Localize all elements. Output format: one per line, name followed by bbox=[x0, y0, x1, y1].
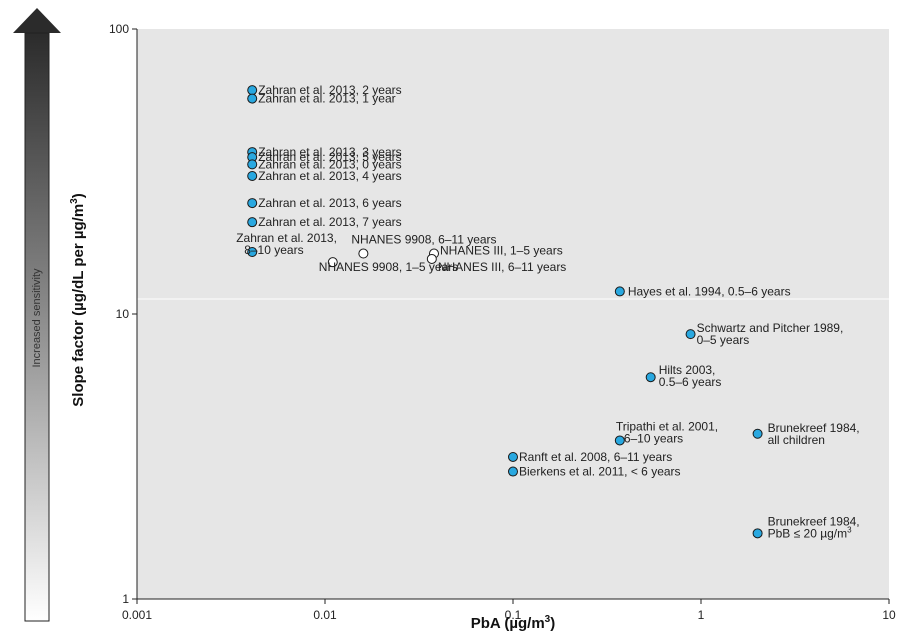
y-tick-label: 1 bbox=[122, 592, 129, 606]
y-tick-label: 100 bbox=[109, 22, 129, 36]
data-point-label-line: Zahran et al. 2013, 4 years bbox=[258, 169, 401, 183]
data-point bbox=[247, 85, 258, 96]
x-tick-label: 0.1 bbox=[505, 608, 522, 622]
data-point-label: Schwartz and Pitcher 1989, 0–5 years bbox=[697, 321, 844, 347]
sensitivity-arrow: Increased sensitivity bbox=[13, 8, 61, 622]
x-axis-title-end: ) bbox=[550, 615, 555, 632]
axis-ticks: 0.001 0.01 0.1 1 10 1 10 100 bbox=[109, 22, 896, 622]
data-point-label-line: Zahran et al. 2013, bbox=[236, 231, 337, 245]
data-point bbox=[247, 93, 258, 104]
data-point-label-line: all children bbox=[768, 433, 825, 447]
data-point bbox=[508, 451, 518, 462]
data-point-label-line: 6–10 years bbox=[624, 431, 683, 445]
data-point-label: NHANES III, 6–11 years bbox=[438, 260, 566, 274]
data-point-label: Bierkens et al. 2011, < 6 years bbox=[519, 465, 681, 479]
data-point-label-line: Hayes et al. 1994, 0.5–6 years bbox=[628, 284, 791, 298]
data-point-label: Zahran et al. 2013, 1 year bbox=[258, 92, 395, 106]
y-axis-title-end: ) bbox=[70, 193, 87, 198]
x-tick-label: 1 bbox=[698, 608, 705, 622]
data-point-label-line: 0.5–6 years bbox=[659, 375, 722, 389]
data-point-label-line: Bierkens et al. 2011, < 6 years bbox=[519, 465, 681, 479]
data-point-label-line: Zahran et al. 2013, 7 years bbox=[258, 215, 401, 229]
data-point-label: NHANES 9908, 1–5 years bbox=[319, 260, 458, 274]
data-point-label: Zahran et al. 2013, 3 years bbox=[258, 145, 401, 159]
data-point-label-line: Tripathi et al. 2001, bbox=[616, 419, 718, 433]
data-point bbox=[358, 248, 369, 259]
data-point-label-line: Zahran et al. 2013, 6 years bbox=[258, 196, 401, 210]
data-point-label: Hilts 2003, 0.5–6 years bbox=[659, 363, 722, 389]
data-point-label-line: PbB ≤ 20 µg/m bbox=[768, 526, 848, 540]
data-point bbox=[685, 329, 696, 340]
data-point-label: Zahran et al. 2013, 5 years bbox=[258, 150, 401, 164]
y-axis-title: Slope factor (µg/dL per µg/m3) bbox=[69, 193, 87, 406]
data-point-label: Zahran et al. 2013, 0 years bbox=[258, 157, 401, 171]
data-point bbox=[327, 257, 338, 268]
data-point-label-line: Ranft et al. 2008, 6–11 years bbox=[519, 450, 672, 464]
data-point-label-line: Zahran et al. 2013, 1 year bbox=[258, 92, 395, 106]
data-point bbox=[247, 170, 258, 181]
data-point-label: Brunekreef 1984, PbB ≤ 20 µg/m3 bbox=[768, 514, 860, 540]
data-point bbox=[247, 198, 258, 209]
data-point-label-line: Zahran et al. 2013, 5 years bbox=[258, 150, 401, 164]
y-tick-label: 10 bbox=[116, 307, 130, 321]
data-point-label-line: Zahran et al. 2013, 2 years bbox=[258, 83, 401, 97]
data-point-label-line: NHANES 9908, 1–5 years bbox=[319, 260, 458, 274]
arrow-head bbox=[13, 8, 61, 33]
data-point-label: Tripathi et al. 2001, 6–10 years bbox=[616, 419, 718, 445]
data-point bbox=[247, 247, 258, 258]
data-point bbox=[508, 466, 518, 477]
data-point-label-line: Brunekreef 1984, bbox=[768, 514, 860, 528]
x-tick-label: 0.001 bbox=[122, 608, 152, 622]
data-point-label-line: NHANES III, 1–5 years bbox=[440, 244, 563, 258]
side-label: Increased sensitivity bbox=[31, 268, 43, 368]
data-point-label: Zahran et al. 2013, 4 years bbox=[258, 169, 401, 183]
x-tick-label: 0.01 bbox=[313, 608, 337, 622]
data-point-label-line: Zahran et al. 2013, 3 years bbox=[258, 145, 401, 159]
data-point-label-line: 8–10 years bbox=[244, 243, 303, 257]
data-point-label-line: NHANES 9908, 6–11 years bbox=[351, 233, 496, 247]
x-axis-title-sup: 3 bbox=[545, 614, 551, 625]
data-point-label-line: 0–5 years bbox=[697, 333, 750, 347]
arrow-shaft bbox=[24, 32, 50, 622]
data-point-label-line: Hilts 2003, bbox=[659, 363, 716, 377]
data-point-label: Zahran et al. 2013, 7 years bbox=[258, 215, 401, 229]
data-point-label: Zahran et al. 2013, 8–10 years bbox=[236, 231, 337, 257]
data-point bbox=[426, 253, 437, 264]
y-axis-title-sup: 3 bbox=[69, 198, 80, 204]
data-point-label-line: Brunekreef 1984, bbox=[768, 421, 860, 435]
data-point bbox=[752, 528, 763, 539]
data-point bbox=[247, 217, 258, 228]
data-point bbox=[614, 286, 625, 297]
data-point-label-line: Zahran et al. 2013, 0 years bbox=[258, 157, 401, 171]
data-point-label-line: NHANES III, 6–11 years bbox=[438, 260, 566, 274]
plot-area bbox=[137, 29, 889, 599]
x-tick-label: 10 bbox=[882, 608, 896, 622]
data-point-label: Brunekreef 1984, all children bbox=[768, 421, 860, 447]
data-point-label: NHANES III, 1–5 years bbox=[440, 244, 563, 258]
x-axis-title: PbA (µg/m3) bbox=[471, 614, 555, 632]
data-point-label: NHANES 9908, 6–11 years bbox=[351, 233, 496, 247]
data-point-label-line: Schwartz and Pitcher 1989, bbox=[697, 321, 844, 335]
data-point-label: Hayes et al. 1994, 0.5–6 years bbox=[628, 284, 791, 298]
data-point-label: Ranft et al. 2008, 6–11 years bbox=[519, 450, 672, 464]
data-point bbox=[247, 159, 258, 170]
data-point bbox=[645, 372, 656, 383]
data-point bbox=[614, 435, 625, 446]
data-point-label: Zahran et al. 2013, 6 years bbox=[258, 196, 401, 210]
data-point-label: Zahran et al. 2013, 2 years bbox=[258, 83, 401, 97]
label-superscript: 3 bbox=[847, 525, 852, 534]
data-point bbox=[752, 428, 763, 439]
